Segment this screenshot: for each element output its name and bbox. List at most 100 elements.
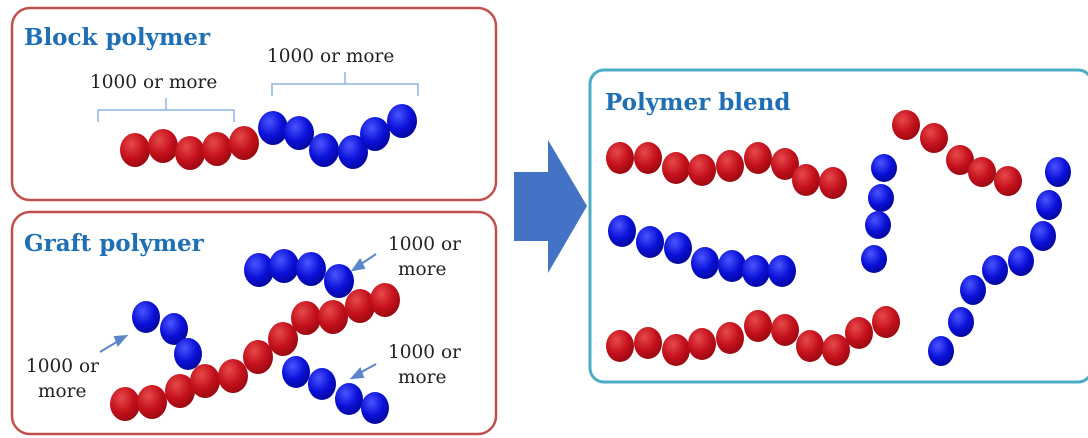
red-bead bbox=[370, 283, 400, 317]
block-red-bracket bbox=[97, 98, 235, 122]
blue-bead bbox=[174, 338, 202, 370]
red-bead bbox=[716, 150, 744, 182]
red-bead bbox=[716, 322, 744, 354]
block-blue-bracket bbox=[271, 72, 419, 96]
blue-bead bbox=[1036, 190, 1062, 220]
graft-left-label-line2: more bbox=[38, 381, 87, 402]
polymer-blend-panel bbox=[588, 68, 1088, 384]
graft-polymer-title: Graft polymer bbox=[24, 230, 205, 257]
red-bead bbox=[792, 164, 820, 196]
red-bead bbox=[606, 330, 634, 362]
blue-bead bbox=[868, 184, 894, 212]
red-bead bbox=[229, 126, 259, 160]
blue-bead bbox=[338, 135, 368, 169]
blue-bead bbox=[387, 104, 417, 138]
red-bead bbox=[148, 129, 178, 163]
blue-bead bbox=[861, 245, 887, 273]
pointer-arrow-icon bbox=[349, 363, 377, 380]
red-bead bbox=[920, 123, 948, 153]
red-bead bbox=[110, 387, 140, 421]
graft-top-right-label-line1: 1000 or bbox=[388, 234, 461, 255]
blend-red-chain-red bbox=[606, 306, 900, 366]
blue-bead bbox=[636, 226, 664, 258]
blue-bead bbox=[982, 255, 1008, 285]
blend-red-chain-red bbox=[606, 142, 847, 199]
red-bead bbox=[175, 136, 205, 170]
graft-bottom-right-label-line2: more bbox=[398, 367, 447, 388]
blue-bead bbox=[296, 252, 326, 286]
red-bead bbox=[796, 330, 824, 362]
right-arrow-icon bbox=[514, 140, 587, 273]
pointer-arrow-icon bbox=[99, 334, 129, 353]
red-bead bbox=[845, 317, 873, 349]
red-bead bbox=[634, 142, 662, 174]
block-polymer-panel bbox=[10, 6, 498, 202]
red-bead bbox=[662, 152, 690, 184]
pointer-arrow-icon bbox=[350, 253, 377, 272]
blue-bead bbox=[282, 356, 310, 388]
red-bead bbox=[268, 322, 298, 356]
red-bead bbox=[688, 328, 716, 360]
red-bead bbox=[634, 327, 662, 359]
red-bead bbox=[892, 110, 920, 140]
blue-bead bbox=[1045, 157, 1071, 187]
red-bead bbox=[243, 340, 273, 374]
block-blue-length-label: 1000 or more bbox=[267, 46, 394, 67]
graft-branch-top-blue bbox=[244, 249, 354, 298]
graft-branch-bottom-blue bbox=[282, 356, 389, 424]
red-bead bbox=[190, 364, 220, 398]
blue-bead bbox=[269, 249, 299, 283]
blue-bead bbox=[244, 253, 274, 287]
polymer-blend-title: Polymer blend bbox=[605, 89, 790, 116]
blue-bead bbox=[948, 307, 974, 337]
graft-backbone-red bbox=[110, 283, 400, 421]
block-blue-segment-blue bbox=[258, 104, 417, 169]
blue-bead bbox=[928, 336, 954, 366]
red-bead bbox=[202, 132, 232, 166]
red-bead bbox=[137, 385, 167, 419]
graft-left-label-line1: 1000 or bbox=[26, 356, 99, 377]
red-bead bbox=[771, 314, 799, 346]
red-bead bbox=[994, 166, 1022, 196]
blue-bead bbox=[960, 275, 986, 305]
red-bead bbox=[318, 300, 348, 334]
red-bead bbox=[744, 142, 772, 174]
red-bead bbox=[946, 145, 974, 175]
red-bead bbox=[744, 310, 772, 342]
blue-bead bbox=[308, 368, 336, 400]
red-bead bbox=[120, 133, 150, 167]
blend-blue-chain-blue bbox=[928, 157, 1071, 366]
red-bead bbox=[872, 306, 900, 338]
block-red-length-label: 1000 or more bbox=[90, 72, 217, 93]
red-bead bbox=[968, 157, 996, 187]
red-bead bbox=[822, 334, 850, 366]
blend-red-chain-red bbox=[892, 110, 1022, 196]
blue-bead bbox=[258, 111, 288, 145]
blue-bead bbox=[664, 232, 692, 264]
polymer-beads bbox=[110, 104, 1071, 424]
graft-branch-left-blue bbox=[132, 301, 202, 370]
graft-polymer-panel bbox=[10, 210, 498, 436]
blue-bead bbox=[768, 255, 796, 287]
red-bead bbox=[606, 142, 634, 174]
blue-bead bbox=[324, 264, 354, 298]
red-bead bbox=[771, 148, 799, 180]
red-bead bbox=[345, 289, 375, 323]
blend-blue-chain-blue bbox=[608, 215, 796, 287]
red-bead bbox=[688, 154, 716, 186]
block-red-segment-red bbox=[120, 126, 259, 170]
blue-bead bbox=[284, 116, 314, 150]
graft-bottom-right-label-line1: 1000 or bbox=[388, 342, 461, 363]
blue-bead bbox=[691, 247, 719, 279]
blue-bead bbox=[742, 255, 770, 287]
block-polymer-title: Block polymer bbox=[24, 24, 211, 51]
blue-bead bbox=[865, 211, 891, 239]
red-bead bbox=[218, 359, 248, 393]
blue-bead bbox=[608, 215, 636, 247]
graft-top-right-label-line2: more bbox=[398, 259, 447, 280]
blue-bead bbox=[718, 250, 746, 282]
blend-blue-chain-blue bbox=[861, 154, 897, 273]
red-bead bbox=[165, 374, 195, 408]
blue-bead bbox=[361, 392, 389, 424]
